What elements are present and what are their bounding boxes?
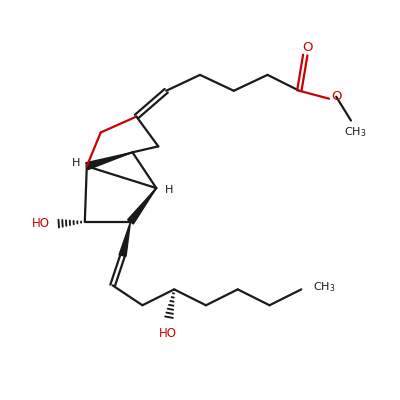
Polygon shape [86, 152, 132, 170]
Text: HO: HO [32, 217, 50, 230]
Text: CH$_3$: CH$_3$ [313, 280, 336, 294]
Text: O: O [331, 90, 342, 103]
Text: O: O [302, 41, 312, 54]
Text: H: H [72, 158, 80, 168]
Text: HO: HO [159, 327, 177, 340]
Text: H: H [165, 185, 173, 195]
Text: CH$_3$: CH$_3$ [344, 126, 366, 139]
Polygon shape [119, 222, 130, 256]
Polygon shape [128, 188, 156, 224]
